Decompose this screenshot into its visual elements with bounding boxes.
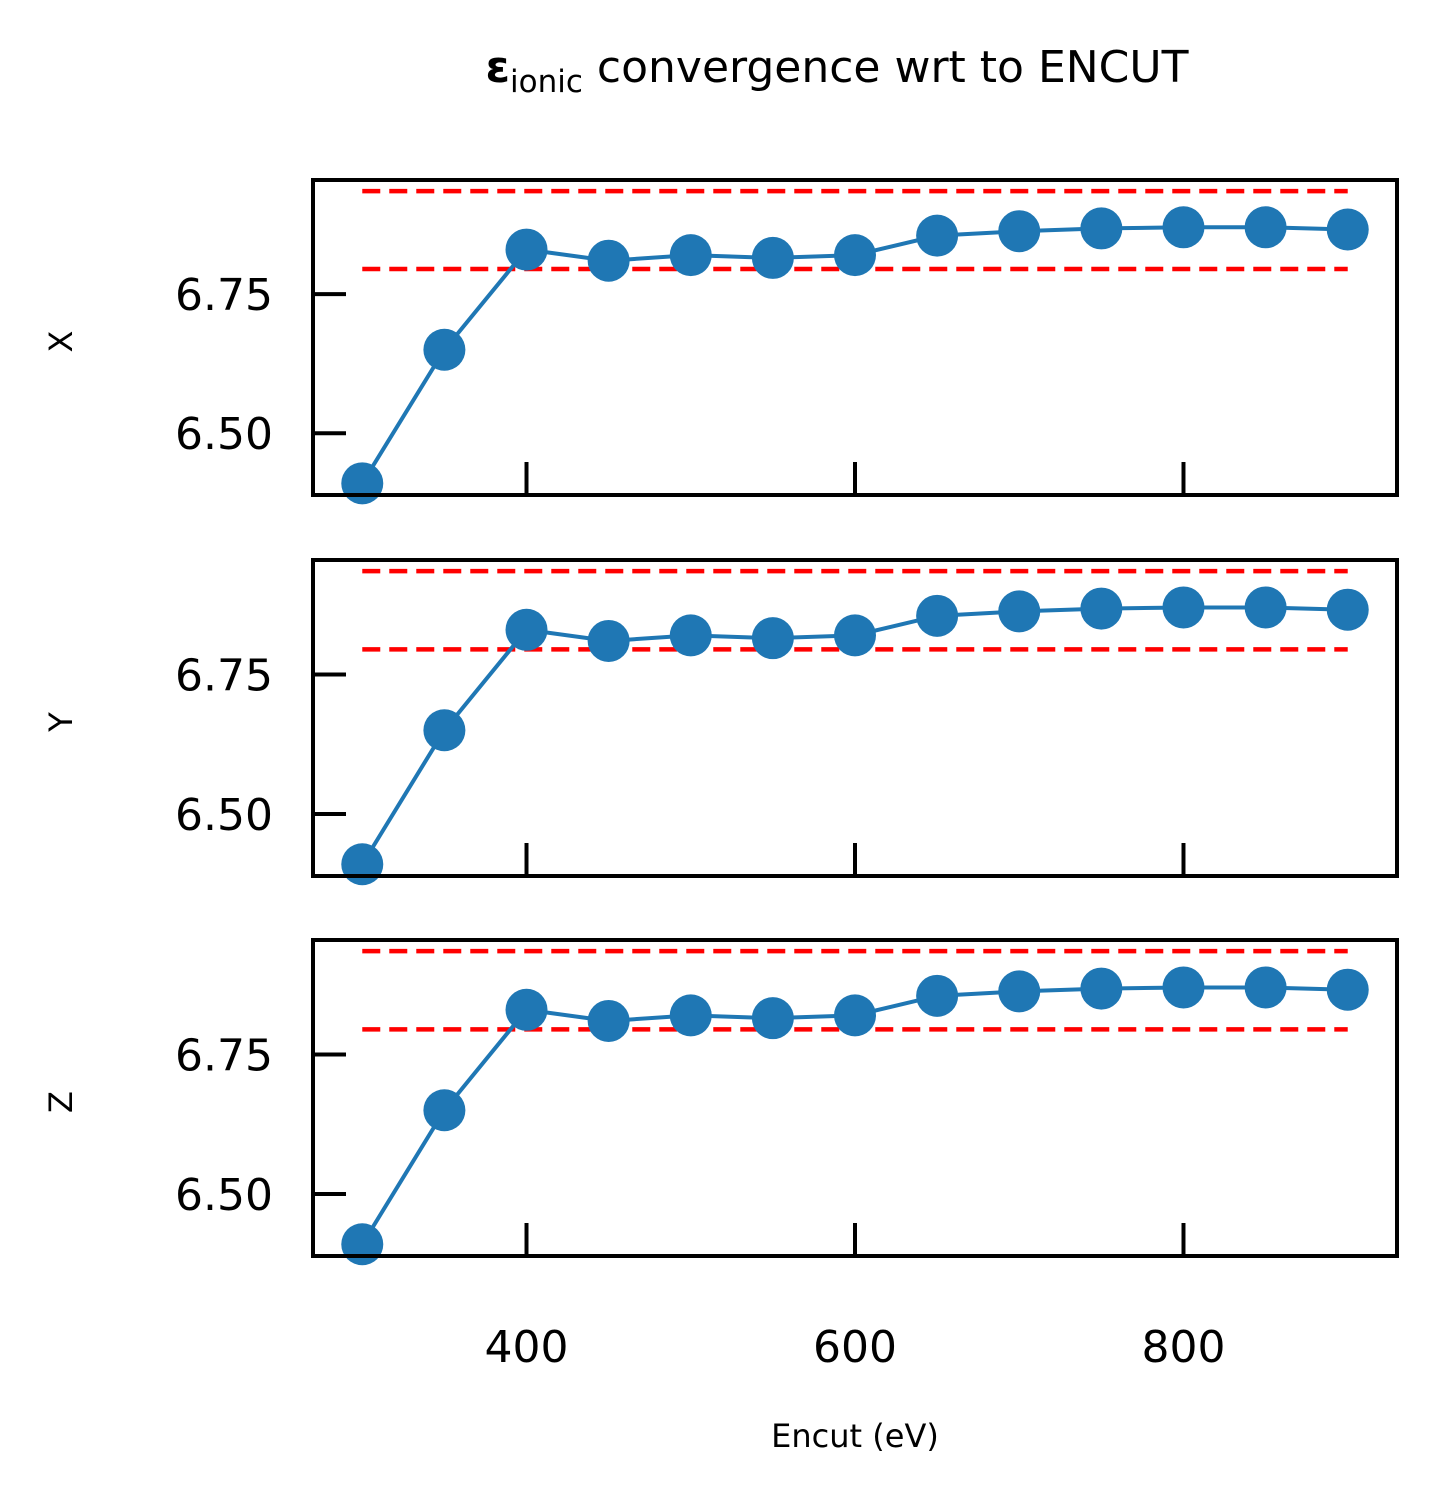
subplot-x: 6.50 6.75 X: [42, 178, 1399, 505]
title-symbol: ε: [486, 42, 511, 93]
data-point: [1244, 966, 1287, 1009]
y-tick-label: 6.50: [175, 1170, 273, 1221]
x-tick-label: 400: [485, 1322, 569, 1373]
data-point: [834, 614, 876, 657]
y-tick-label: 6.75: [175, 650, 273, 701]
data-point: [1080, 207, 1123, 250]
data-point: [669, 994, 712, 1037]
data-point: [1080, 967, 1123, 1010]
data-point: [505, 608, 548, 651]
data-point: [1080, 587, 1123, 630]
data-point: [998, 970, 1041, 1013]
data-point: [751, 236, 794, 279]
x-tick-label: 800: [1141, 1322, 1225, 1373]
data-point: [587, 619, 630, 662]
y-axis-label: X: [42, 331, 80, 353]
y-axis-label: Y: [42, 712, 80, 733]
data-point: [751, 997, 794, 1040]
data-point: [1162, 586, 1205, 629]
data-point: [916, 594, 959, 637]
data-point: [1162, 966, 1205, 1009]
y-tick-label: 6.50: [175, 409, 273, 460]
data-point: [834, 994, 876, 1037]
data-point: [505, 228, 548, 271]
data-point: [1326, 968, 1369, 1011]
subplot-z: 6.50 6.75 400 600 800 Z Encut (eV): [42, 938, 1399, 1455]
data-point: [423, 328, 466, 371]
data-point: [1244, 206, 1287, 249]
data-point: [998, 590, 1041, 633]
title-text: convergence wrt to ENCUT: [583, 42, 1189, 93]
data-point: [751, 617, 794, 660]
x-tick-label: 600: [813, 1322, 897, 1373]
data-point: [341, 1223, 384, 1266]
figure-title: εionic convergence wrt to ENCUT: [486, 42, 1189, 100]
data-point: [587, 999, 630, 1042]
data-point: [1326, 588, 1369, 631]
data-point: [916, 974, 959, 1017]
data-point: [423, 1089, 466, 1132]
data-point: [669, 234, 712, 277]
data-point: [916, 214, 959, 257]
data-point: [669, 614, 712, 657]
subplot-y: 6.50 6.75 Y: [42, 558, 1399, 886]
data-point: [1244, 586, 1287, 629]
y-tick-label: 6.75: [175, 1030, 273, 1081]
y-axis-label: Z: [42, 1091, 80, 1113]
data-point: [423, 709, 466, 752]
x-axis-label: Encut (eV): [771, 1417, 939, 1455]
data-point: [1162, 206, 1205, 249]
title-subscript: ionic: [510, 64, 583, 100]
data-point: [341, 462, 384, 505]
data-point: [587, 239, 630, 282]
data-point: [834, 234, 876, 277]
y-tick-label: 6.50: [175, 790, 273, 841]
data-point: [505, 988, 548, 1031]
data-point: [998, 210, 1041, 253]
subplot-panels: 6.50 6.75 X 6.50 6.75 Y 6.50 6.75 400 600 800 Z Encu…: [42, 178, 1399, 1455]
y-tick-label: 6.75: [175, 270, 273, 321]
data-point: [1326, 208, 1369, 251]
data-point: [341, 843, 384, 886]
